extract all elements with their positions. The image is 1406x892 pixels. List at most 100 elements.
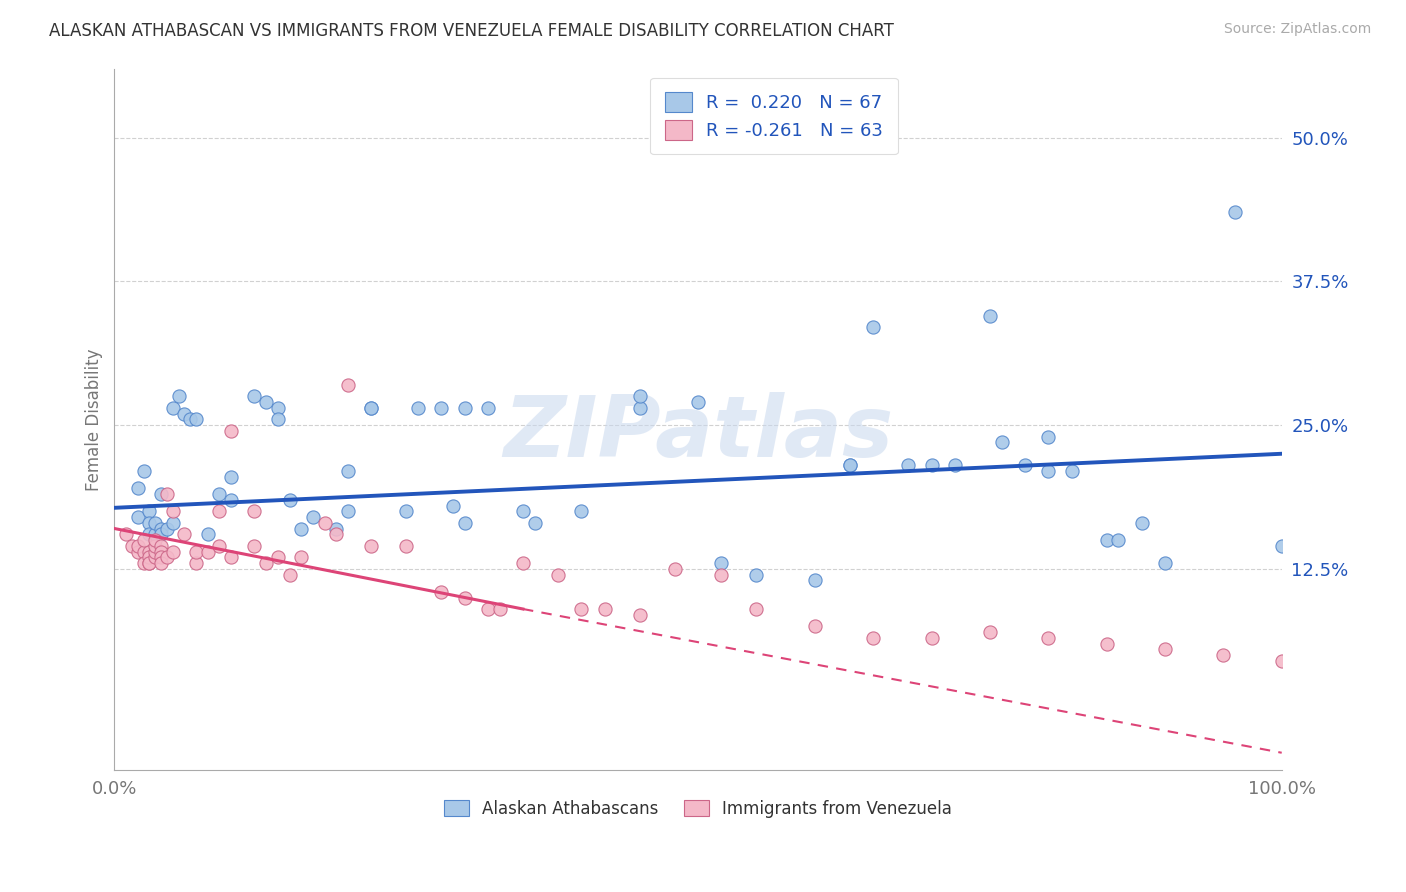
Point: [804, 574, 827, 588]
Point: [360, 401, 382, 415]
Point: [314, 516, 336, 530]
Point: [943, 458, 966, 473]
Point: [150, 487, 173, 501]
Point: [745, 567, 768, 582]
Point: [127, 544, 149, 558]
Point: [138, 556, 160, 570]
Point: [1107, 533, 1129, 547]
Point: [406, 401, 429, 415]
Point: [197, 527, 219, 541]
Point: [336, 504, 359, 518]
Point: [173, 407, 195, 421]
Point: [862, 320, 884, 334]
Point: [267, 412, 290, 426]
Point: [208, 487, 231, 501]
Point: [138, 504, 160, 518]
Point: [1038, 429, 1060, 443]
Point: [208, 539, 231, 553]
Point: [512, 556, 534, 570]
Point: [979, 309, 1001, 323]
Point: [360, 539, 382, 553]
Point: [150, 521, 173, 535]
Point: [838, 458, 860, 473]
Point: [127, 510, 149, 524]
Point: [523, 516, 546, 530]
Point: [243, 504, 266, 518]
Point: [1095, 533, 1118, 547]
Point: [1130, 516, 1153, 530]
Point: [1212, 648, 1234, 662]
Point: [453, 516, 475, 530]
Point: [162, 504, 184, 518]
Point: [569, 602, 592, 616]
Point: [121, 539, 143, 553]
Point: [150, 556, 173, 570]
Point: [360, 401, 382, 415]
Point: [197, 544, 219, 558]
Point: [150, 544, 173, 558]
Point: [254, 556, 277, 570]
Point: [395, 504, 418, 518]
Point: [710, 556, 733, 570]
Point: [628, 389, 651, 403]
Point: [336, 377, 359, 392]
Point: [395, 539, 418, 553]
Point: [1038, 631, 1060, 645]
Point: [208, 504, 231, 518]
Point: [921, 631, 943, 645]
Point: [184, 412, 207, 426]
Point: [156, 521, 179, 535]
Point: [150, 550, 173, 565]
Point: [219, 469, 242, 483]
Point: [132, 544, 155, 558]
Point: [979, 625, 1001, 640]
Point: [150, 539, 173, 553]
Point: [278, 567, 301, 582]
Point: [156, 487, 179, 501]
Point: [569, 504, 592, 518]
Point: [862, 631, 884, 645]
Text: ALASKAN ATHABASCAN VS IMMIGRANTS FROM VENEZUELA FEMALE DISABILITY CORRELATION CH: ALASKAN ATHABASCAN VS IMMIGRANTS FROM VE…: [49, 22, 894, 40]
Point: [921, 458, 943, 473]
Point: [115, 527, 138, 541]
Point: [1154, 556, 1177, 570]
Point: [290, 521, 312, 535]
Point: [243, 539, 266, 553]
Point: [804, 619, 827, 633]
Point: [1223, 205, 1246, 219]
Point: [219, 492, 242, 507]
Legend: Alaskan Athabascans, Immigrants from Venezuela: Alaskan Athabascans, Immigrants from Ven…: [437, 794, 959, 825]
Point: [325, 521, 347, 535]
Point: [686, 395, 709, 409]
Point: [162, 516, 184, 530]
Point: [167, 389, 190, 403]
Point: [336, 464, 359, 478]
Point: [593, 602, 616, 616]
Point: [132, 533, 155, 547]
Point: [1014, 458, 1036, 473]
Point: [745, 602, 768, 616]
Point: [302, 510, 325, 524]
Point: [254, 395, 277, 409]
Point: [138, 556, 160, 570]
Point: [132, 556, 155, 570]
Point: [132, 464, 155, 478]
Point: [156, 550, 179, 565]
Point: [184, 544, 207, 558]
Point: [173, 527, 195, 541]
Point: [138, 527, 160, 541]
Point: [127, 481, 149, 495]
Point: [184, 556, 207, 570]
Point: [138, 516, 160, 530]
Point: [1154, 642, 1177, 657]
Point: [628, 401, 651, 415]
Y-axis label: Female Disability: Female Disability: [86, 348, 103, 491]
Text: ZIPatlas: ZIPatlas: [503, 392, 893, 475]
Point: [430, 584, 453, 599]
Point: [243, 389, 266, 403]
Point: [143, 533, 166, 547]
Point: [143, 544, 166, 558]
Point: [219, 550, 242, 565]
Point: [162, 401, 184, 415]
Point: [441, 499, 464, 513]
